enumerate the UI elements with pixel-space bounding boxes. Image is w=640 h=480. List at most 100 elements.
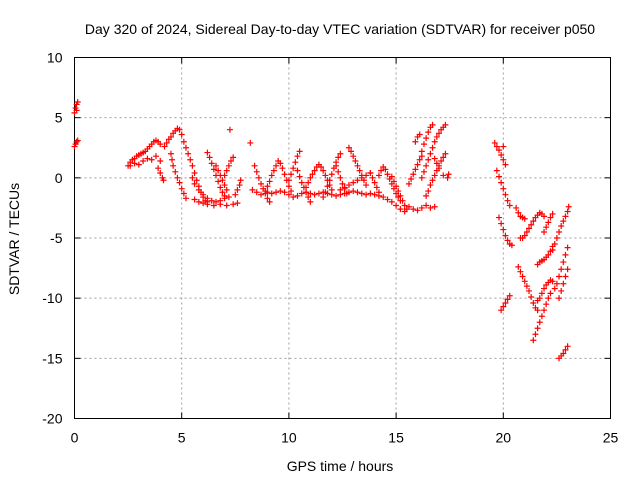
data-point bbox=[294, 153, 301, 160]
data-point bbox=[345, 182, 352, 189]
data-point bbox=[215, 178, 222, 185]
data-point bbox=[397, 206, 404, 213]
data-point bbox=[333, 162, 340, 169]
data-point bbox=[431, 155, 438, 162]
data-point bbox=[496, 214, 503, 221]
data-point bbox=[433, 133, 440, 140]
data-point bbox=[337, 174, 344, 181]
data-point bbox=[315, 190, 322, 197]
data-point bbox=[215, 167, 222, 174]
data-point bbox=[219, 189, 226, 196]
data-point bbox=[502, 299, 509, 306]
data-point bbox=[530, 218, 537, 225]
data-point bbox=[217, 201, 224, 208]
data-point bbox=[262, 190, 269, 197]
data-point bbox=[442, 121, 449, 128]
data-point bbox=[182, 195, 189, 202]
data-point bbox=[307, 190, 314, 197]
data-point bbox=[414, 161, 421, 168]
data-point bbox=[433, 160, 440, 167]
data-point bbox=[380, 194, 387, 201]
data-point bbox=[491, 139, 498, 146]
data-point bbox=[230, 201, 237, 208]
data-point bbox=[320, 167, 327, 174]
data-point bbox=[335, 168, 342, 175]
data-point bbox=[294, 167, 301, 174]
data-point bbox=[530, 337, 537, 344]
data-point bbox=[541, 285, 548, 292]
data-point bbox=[234, 186, 241, 193]
data-point bbox=[562, 273, 569, 280]
data-point bbox=[564, 208, 571, 215]
data-point bbox=[384, 171, 391, 178]
data-point bbox=[493, 143, 500, 150]
data-point bbox=[420, 141, 427, 148]
data-point bbox=[556, 228, 563, 235]
data-point bbox=[498, 179, 505, 186]
data-point bbox=[440, 172, 447, 179]
data-point bbox=[431, 138, 438, 145]
data-point bbox=[429, 121, 436, 128]
data-point bbox=[320, 194, 327, 201]
data-point bbox=[288, 171, 295, 178]
data-point bbox=[423, 202, 430, 209]
data-point bbox=[73, 107, 80, 114]
data-point bbox=[264, 183, 271, 190]
data-point bbox=[564, 266, 571, 273]
data-point bbox=[251, 162, 258, 169]
data-point bbox=[200, 191, 207, 198]
data-point bbox=[521, 278, 528, 285]
data-point bbox=[363, 182, 370, 189]
data-point bbox=[163, 139, 170, 146]
data-point bbox=[431, 172, 438, 179]
data-point bbox=[504, 197, 511, 204]
data-point bbox=[504, 296, 511, 303]
data-point bbox=[187, 156, 194, 163]
data-point bbox=[152, 153, 159, 160]
data-point bbox=[213, 162, 220, 169]
data-point bbox=[345, 144, 352, 151]
data-point bbox=[549, 210, 556, 217]
data-point bbox=[412, 138, 419, 145]
data-point bbox=[425, 156, 432, 163]
data-point bbox=[393, 183, 400, 190]
data-point bbox=[418, 148, 425, 155]
chart-title: Day 320 of 2024, Sidereal Day-to-day VTE… bbox=[85, 21, 595, 37]
data-point bbox=[303, 184, 310, 191]
data-point bbox=[307, 174, 314, 181]
data-point bbox=[405, 180, 412, 187]
data-point bbox=[358, 172, 365, 179]
data-point bbox=[410, 206, 417, 213]
data-point bbox=[558, 266, 565, 273]
data-point bbox=[515, 263, 522, 270]
data-point bbox=[547, 214, 554, 221]
data-point bbox=[343, 190, 350, 197]
data-point bbox=[204, 195, 211, 202]
data-point bbox=[324, 183, 331, 190]
data-point bbox=[517, 268, 524, 275]
data-point bbox=[226, 126, 233, 133]
data-point bbox=[390, 178, 397, 185]
data-point bbox=[176, 179, 183, 186]
y-tick-label: -20 bbox=[42, 411, 62, 427]
data-point bbox=[180, 190, 187, 197]
data-point bbox=[556, 273, 563, 280]
data-point bbox=[296, 148, 303, 155]
data-point bbox=[273, 189, 280, 196]
data-point bbox=[378, 167, 385, 174]
data-point bbox=[444, 174, 451, 181]
data-point bbox=[371, 191, 378, 198]
data-point bbox=[307, 198, 314, 205]
data-point bbox=[358, 190, 365, 197]
data-point bbox=[418, 204, 425, 211]
data-point bbox=[195, 186, 202, 193]
data-point bbox=[277, 160, 284, 167]
data-point bbox=[350, 153, 357, 160]
data-point bbox=[506, 202, 513, 209]
data-point bbox=[328, 171, 335, 178]
data-point bbox=[388, 173, 395, 180]
data-point bbox=[545, 219, 552, 226]
data-point bbox=[200, 200, 207, 207]
data-point bbox=[350, 179, 357, 186]
data-point bbox=[167, 150, 174, 157]
